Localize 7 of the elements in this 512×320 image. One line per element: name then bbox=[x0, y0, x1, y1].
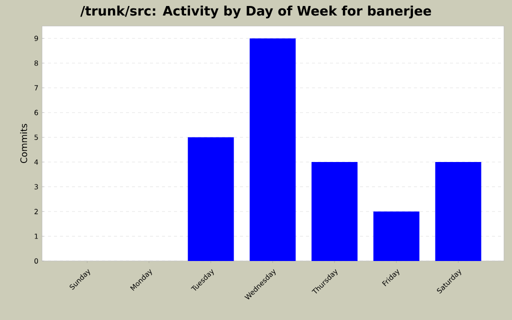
bar bbox=[312, 162, 358, 261]
y-axis-title: Commits bbox=[20, 124, 28, 164]
bar bbox=[435, 162, 482, 261]
bar bbox=[373, 212, 420, 261]
chart-title: /trunk/src: Activity by Day of Week for banerjee bbox=[80, 6, 432, 18]
bar bbox=[188, 137, 234, 261]
bar bbox=[250, 38, 296, 261]
